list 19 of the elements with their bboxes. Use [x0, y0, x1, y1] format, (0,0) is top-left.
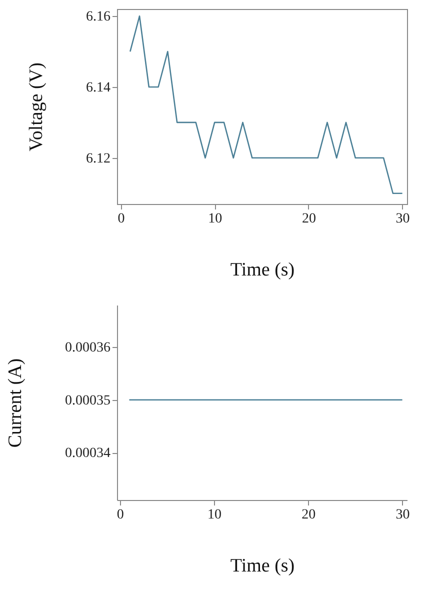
y-tick-label: 6.16 — [86, 10, 110, 25]
y-tick-label: 0.00036 — [65, 340, 110, 356]
y-axis-title: Current (A) — [5, 358, 26, 448]
x-tick-label: 10 — [208, 212, 222, 226]
y-tick-label: 6.12 — [86, 151, 110, 166]
x-tick-label: 0 — [118, 212, 125, 226]
x-tick-label: 30 — [396, 212, 410, 226]
x-tick-label: 0 — [116, 508, 124, 522]
y-axis-title: Voltage (V) — [26, 62, 47, 152]
x-tick-label: 20 — [302, 212, 316, 226]
x-tick-label: 20 — [302, 508, 316, 522]
y-tick-label: 0.00034 — [65, 446, 110, 462]
y-tick-label: 0.00035 — [65, 393, 110, 408]
line-series — [129, 15, 403, 194]
x-tick-label: 30 — [396, 508, 410, 522]
x-tick-label: 10 — [207, 508, 222, 522]
y-tick-label: 6.14 — [86, 80, 110, 96]
x-axis-title: Time (s) — [230, 556, 295, 576]
x-axis-title: Time (s) — [230, 260, 295, 280]
